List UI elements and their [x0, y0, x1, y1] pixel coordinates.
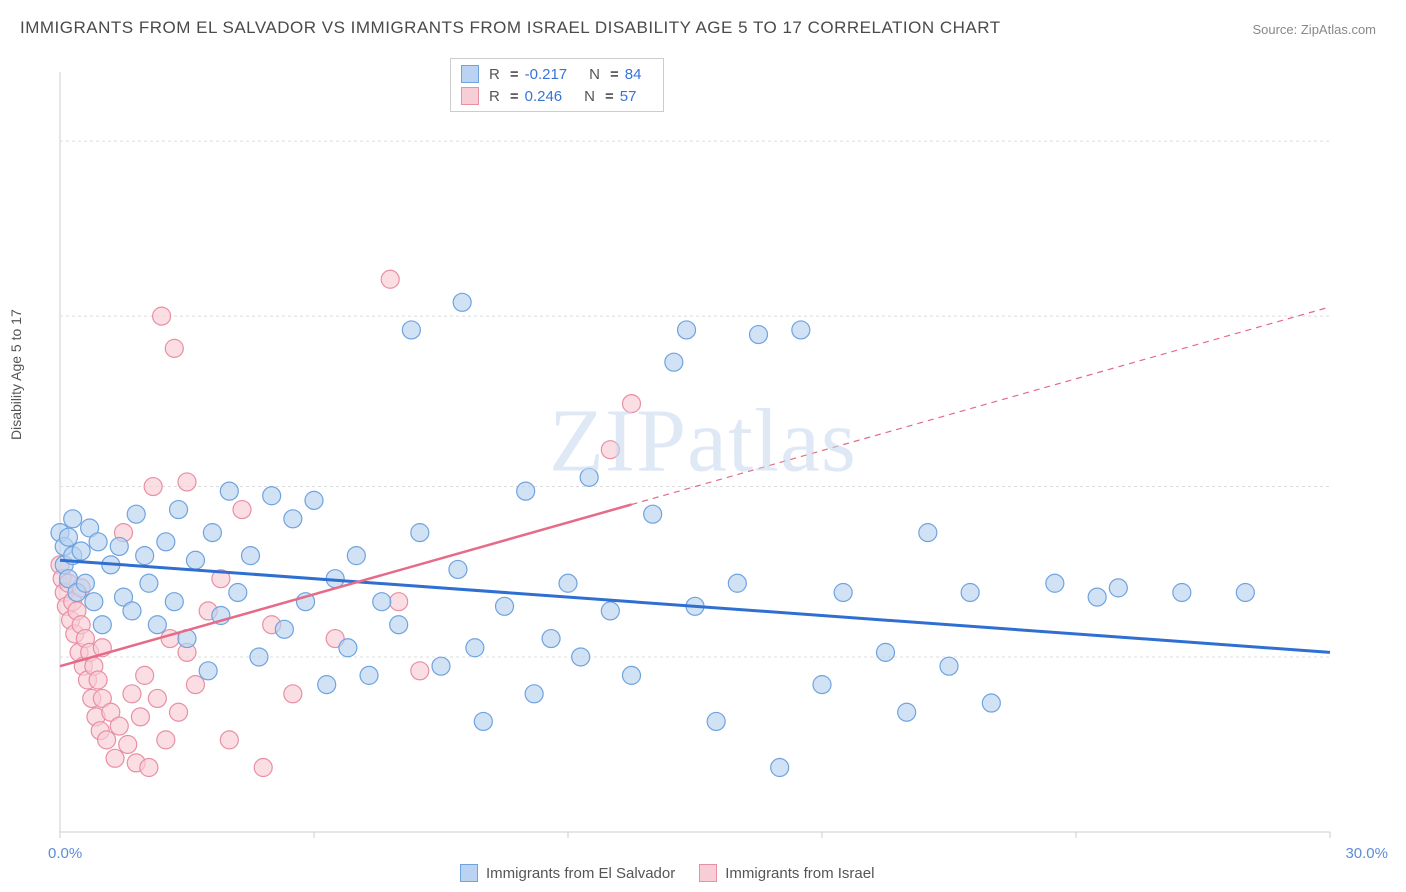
x-tick-label: 30.0%: [1345, 845, 1388, 862]
y-axis-label: Disability Age 5 to 17: [8, 309, 24, 440]
equals-sign: =: [605, 88, 614, 105]
swatch-pink: [699, 864, 717, 882]
source-attribution: Source: ZipAtlas.com: [1252, 22, 1376, 37]
equals-sign: =: [510, 66, 519, 83]
n-value-1: 57: [620, 88, 637, 105]
equals-sign: =: [510, 88, 519, 105]
swatch-pink: [461, 87, 479, 105]
series-name-0: Immigrants from El Salvador: [486, 865, 675, 882]
equals-sign: =: [610, 66, 619, 83]
r-label: R: [489, 88, 500, 105]
correlation-legend: R = -0.217 N = 84 R = 0.246 N = 57: [450, 58, 664, 112]
swatch-blue: [460, 864, 478, 882]
chart-area: [50, 60, 1340, 840]
n-value-0: 84: [625, 66, 642, 83]
r-value-1: 0.246: [525, 88, 563, 105]
series-legend: Immigrants from El Salvador Immigrants f…: [460, 864, 874, 882]
series-name-1: Immigrants from Israel: [725, 865, 874, 882]
x-tick-label: 0.0%: [48, 845, 82, 862]
legend-row-series-0: R = -0.217 N = 84: [461, 63, 653, 85]
r-label: R: [489, 66, 500, 83]
legend-item-0: Immigrants from El Salvador: [460, 864, 675, 882]
n-label: N: [589, 66, 600, 83]
legend-item-1: Immigrants from Israel: [699, 864, 874, 882]
r-value-0: -0.217: [525, 66, 568, 83]
scatter-plot-svg: [50, 60, 1340, 840]
swatch-blue: [461, 65, 479, 83]
n-label: N: [584, 88, 595, 105]
chart-title: IMMIGRANTS FROM EL SALVADOR VS IMMIGRANT…: [20, 18, 1001, 38]
legend-row-series-1: R = 0.246 N = 57: [461, 85, 653, 107]
